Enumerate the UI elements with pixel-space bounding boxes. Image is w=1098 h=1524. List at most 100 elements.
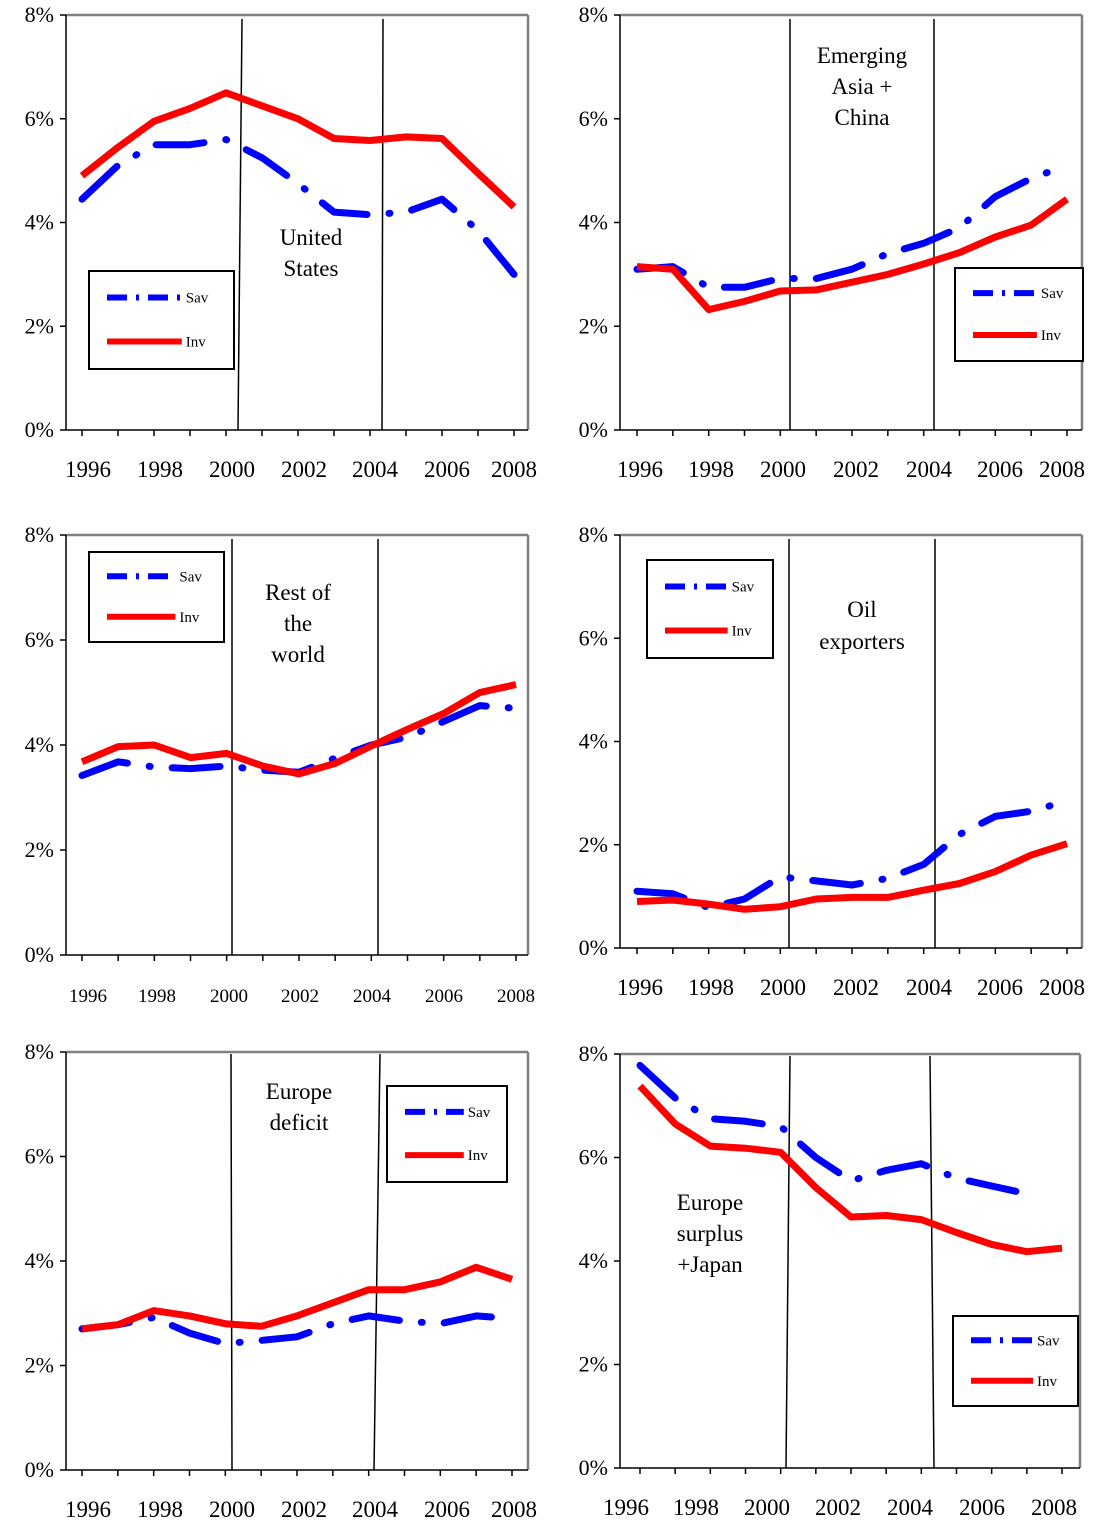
panel-annotation: Rest of bbox=[265, 580, 331, 605]
legend-label-inv: Inv bbox=[1041, 328, 1061, 344]
panel-annotation: exporters bbox=[819, 629, 905, 654]
chart-panel-3: 0% 2% 4% 6% 8% 1996 1998 2000 2002 2004 2006 2008 Re… bbox=[25, 522, 535, 1007]
y-tick-label: 2% bbox=[25, 313, 54, 338]
chart-panel-2: 0% 2% 4% 6% 8% 1996 1998 2000 2002 2004 2006 2008 Em… bbox=[579, 2, 1085, 482]
legend-box bbox=[387, 1086, 507, 1182]
x-tick-label: 2000 bbox=[760, 457, 806, 482]
panel-annotation: Emerging bbox=[817, 43, 908, 68]
chart-panel-6: 0% 2% 4% 6% 8% 1996 1998 2000 2002 2004 2006 2008 Eu… bbox=[579, 1041, 1080, 1520]
series-line-sav bbox=[82, 140, 514, 275]
x-tick-label: 2006 bbox=[425, 986, 463, 1007]
y-tick-label: 8% bbox=[579, 2, 608, 27]
x-tick-label: 2008 bbox=[1039, 457, 1085, 482]
y-tick-label: 6% bbox=[25, 1144, 54, 1169]
legend-box bbox=[89, 552, 224, 642]
x-tick-label: 1998 bbox=[138, 986, 176, 1007]
legend-box bbox=[647, 560, 773, 658]
y-tick-label: 8% bbox=[25, 522, 54, 547]
x-tick-label: 2002 bbox=[815, 1495, 861, 1520]
legend-label-inv: Inv bbox=[186, 335, 206, 351]
y-tick-label: 8% bbox=[579, 522, 608, 547]
chart-panel-1: 0% 2% 4% 6% 8% 1996 1998 2000 2002 2004 2006 2008 Un… bbox=[25, 2, 537, 482]
x-tick-label: 2000 bbox=[210, 986, 248, 1007]
y-tick-label: 4% bbox=[579, 210, 608, 235]
vline-2000 bbox=[238, 19, 242, 430]
panel-annotation: surplus bbox=[677, 1221, 744, 1246]
x-tick-label: 1998 bbox=[688, 457, 734, 482]
x-tick-label: 2004 bbox=[352, 457, 399, 482]
x-tick-label: 2004 bbox=[906, 457, 953, 482]
series-line-sav bbox=[640, 1065, 1027, 1193]
x-tick-label: 1996 bbox=[617, 975, 663, 1000]
x-tick-label: 2008 bbox=[491, 457, 537, 482]
x-tick-label: 2006 bbox=[424, 457, 470, 482]
series-line-sav bbox=[82, 706, 516, 776]
x-tick-label: 2002 bbox=[281, 457, 327, 482]
y-tick-label: 4% bbox=[25, 210, 54, 235]
y-tick-label: 2% bbox=[579, 832, 608, 857]
y-tick-label: 0% bbox=[579, 417, 608, 442]
vline-2004 bbox=[382, 19, 383, 430]
legend: Sav Inv bbox=[955, 268, 1083, 361]
x-tick-label: 1996 bbox=[65, 1497, 111, 1522]
x-tick-label: 2008 bbox=[491, 1497, 537, 1522]
y-tick-label: 2% bbox=[579, 1352, 608, 1377]
x-tick-label: 2000 bbox=[209, 1497, 255, 1522]
x-tick-label: 1996 bbox=[69, 986, 107, 1007]
x-tick-label: 2008 bbox=[1031, 1495, 1077, 1520]
legend-box bbox=[955, 268, 1083, 361]
y-tick-label: 2% bbox=[579, 313, 608, 338]
y-tick-label: 8% bbox=[25, 1039, 54, 1064]
series-line-inv bbox=[637, 844, 1067, 910]
legend: Sav Inv bbox=[647, 560, 773, 658]
legend-label-inv: Inv bbox=[468, 1148, 488, 1164]
x-tick-label: 2000 bbox=[744, 1495, 790, 1520]
y-tick-label: 2% bbox=[25, 837, 54, 862]
vline-2000 bbox=[786, 1056, 790, 1468]
vline-2004 bbox=[930, 1056, 934, 1468]
y-tick-label: 4% bbox=[25, 732, 54, 757]
x-tick-label: 2006 bbox=[959, 1495, 1005, 1520]
panel-annotation: deficit bbox=[270, 1110, 329, 1135]
x-tick-label: 1996 bbox=[603, 1495, 649, 1520]
legend: Sav Inv bbox=[387, 1086, 507, 1182]
y-tick-label: 4% bbox=[25, 1248, 54, 1273]
x-tick-label: 2004 bbox=[906, 975, 953, 1000]
legend: Sav Inv bbox=[89, 271, 234, 369]
series-line-inv bbox=[82, 685, 516, 774]
legend-label-sav: Sav bbox=[468, 1105, 491, 1121]
series-line-sav bbox=[82, 1316, 512, 1344]
legend-label-sav: Sav bbox=[732, 579, 755, 595]
vline-2004 bbox=[374, 1054, 380, 1470]
legend-label-sav: Sav bbox=[1041, 286, 1064, 302]
vline-2000 bbox=[231, 1054, 232, 1470]
series-line-sav bbox=[637, 801, 1067, 908]
legend-label-inv: Inv bbox=[732, 624, 752, 640]
legend-label-inv: Inv bbox=[1037, 1374, 1057, 1390]
x-tick-label: 1998 bbox=[673, 1495, 719, 1520]
x-tick-label: 2000 bbox=[209, 457, 255, 482]
legend: Sav Inv bbox=[89, 552, 224, 642]
y-tick-label: 4% bbox=[579, 1248, 608, 1273]
panel-annotation: +Japan bbox=[677, 1252, 743, 1277]
y-tick-label: 6% bbox=[579, 1145, 608, 1170]
y-tick-label: 6% bbox=[579, 625, 608, 650]
series-line-inv bbox=[82, 93, 514, 207]
y-tick-label: 0% bbox=[25, 417, 54, 442]
x-tick-label: 1998 bbox=[137, 1497, 183, 1522]
legend-label-inv: Inv bbox=[179, 610, 199, 626]
panel-annotation: Asia + bbox=[832, 74, 893, 99]
x-tick-label: 1996 bbox=[617, 457, 663, 482]
y-tick-label: 0% bbox=[25, 942, 54, 967]
x-tick-label: 1998 bbox=[688, 975, 734, 1000]
panel-annotation: the bbox=[284, 611, 312, 636]
x-tick-label: 1998 bbox=[137, 457, 183, 482]
legend-box bbox=[89, 271, 234, 369]
x-tick-label: 2006 bbox=[424, 1497, 470, 1522]
panel-annotation: world bbox=[271, 642, 325, 667]
x-tick-label: 2006 bbox=[977, 975, 1023, 1000]
panel-annotation: Europe bbox=[677, 1190, 743, 1215]
legend-label-sav: Sav bbox=[179, 569, 202, 585]
panel-annotation: Europe bbox=[266, 1079, 332, 1104]
